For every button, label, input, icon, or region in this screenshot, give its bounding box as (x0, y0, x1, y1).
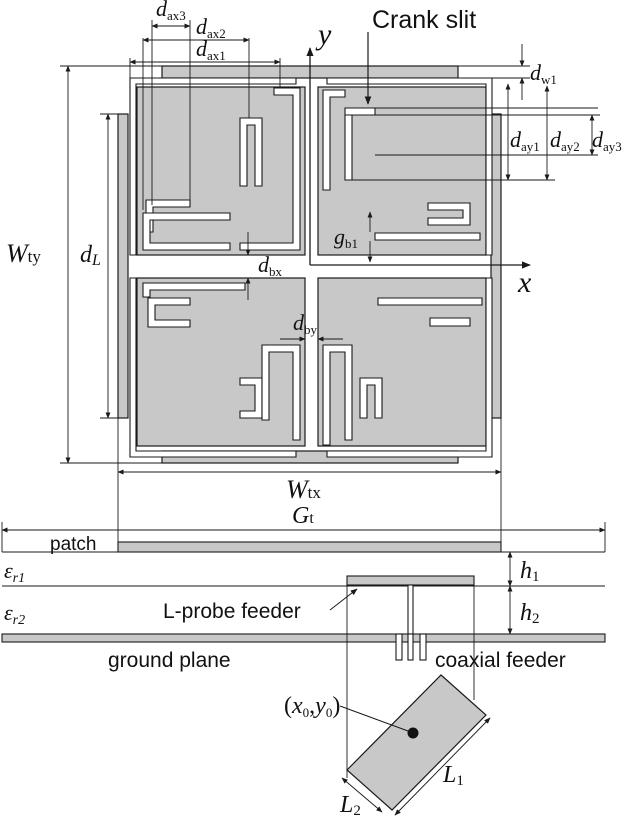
label-h1: h1 (520, 558, 540, 585)
patch-quadrant-bottom-left (136, 277, 306, 447)
crank-slit-br-1 (377, 297, 483, 306)
probe-dimensions (341, 717, 491, 816)
dimension-lines (1, 20, 606, 552)
frame-slit-bottom-right (326, 277, 493, 458)
crank-slit-tr-2 (322, 89, 346, 191)
frame-slit-bottom-left (129, 277, 297, 458)
feed-point-label: (x0,y0) (284, 693, 340, 720)
l-probe-pointer (329, 588, 358, 611)
tilted-probe-plate (339, 674, 487, 811)
feed-point-dot (407, 727, 419, 739)
crank-slit-tl-3 (239, 87, 301, 251)
side-view (1, 541, 606, 661)
slits (129, 77, 493, 458)
dimension-labels: dax3 dax2 dax1 dw1 day1 day2 day3 gb1 db… (6, 0, 622, 529)
label-d-ax3: dax3 (156, 0, 186, 23)
label-d-w1: dw1 (530, 60, 557, 87)
label-d-bx: dbx (258, 252, 283, 279)
crank-slit-tl-2 (239, 117, 263, 187)
crank-slit-bl-1 (147, 297, 191, 328)
label-ground-plane: ground plane (108, 649, 231, 672)
label-d-ay2: day2 (550, 127, 580, 154)
patch-quadrant-top-left (136, 86, 306, 256)
coaxial-inner (407, 633, 414, 661)
label-d-ay1: day1 (510, 127, 540, 154)
label-patch: patch (50, 534, 96, 555)
x-axis-label: x (517, 266, 532, 299)
label-d-by: dby (293, 310, 318, 337)
coaxial-outer-right (419, 633, 427, 661)
crank-slit-bl-2 (142, 282, 246, 298)
y-axis-label: y (315, 18, 332, 51)
label-d-ax2: dax2 (196, 14, 226, 41)
label-l-probe-feeder: L-probe feeder (163, 600, 301, 623)
label-coaxial-feeder: coaxial feeder (435, 649, 566, 672)
label-d-l: dL (80, 242, 101, 269)
crank-slit-tr-4 (374, 232, 481, 241)
label-l1: L1 (442, 762, 464, 789)
l-probe-horizontal (346, 575, 475, 586)
frame-slit-top-left (129, 77, 297, 256)
projection-lines (346, 576, 475, 778)
coordinate-axes (306, 47, 531, 269)
label-er2: εr2 (4, 600, 25, 628)
left-strip (117, 113, 129, 419)
label-w-ty: Wty (6, 239, 41, 268)
label-h2: h2 (520, 600, 540, 627)
right-strip (490, 113, 502, 419)
label-d-ax1: dax1 (196, 36, 226, 63)
label-d-ay3: day3 (592, 127, 622, 154)
crank-slit-tr-3 (427, 202, 471, 226)
label-l2: L2 (339, 792, 361, 819)
ground-plane-side (1, 633, 606, 643)
label-g-t: Gt (292, 503, 314, 529)
crank-slit-br-2 (429, 317, 471, 327)
crank-slit-label: Crank slit (372, 6, 476, 34)
crank-slit-br-3 (322, 344, 353, 446)
label-er1: εr1 (4, 558, 25, 586)
coaxial-outer-left (395, 633, 403, 661)
l-probe-vertical (407, 584, 414, 635)
crank-slit-tl-4 (142, 212, 231, 251)
label-w-tx: Wtx (286, 475, 321, 504)
crank-slit-br-4 (359, 377, 383, 419)
probe-plate (346, 674, 487, 811)
patch-side (117, 541, 502, 553)
crank-slit-bl-4 (261, 344, 301, 441)
label-g-b1: gb1 (334, 224, 358, 251)
